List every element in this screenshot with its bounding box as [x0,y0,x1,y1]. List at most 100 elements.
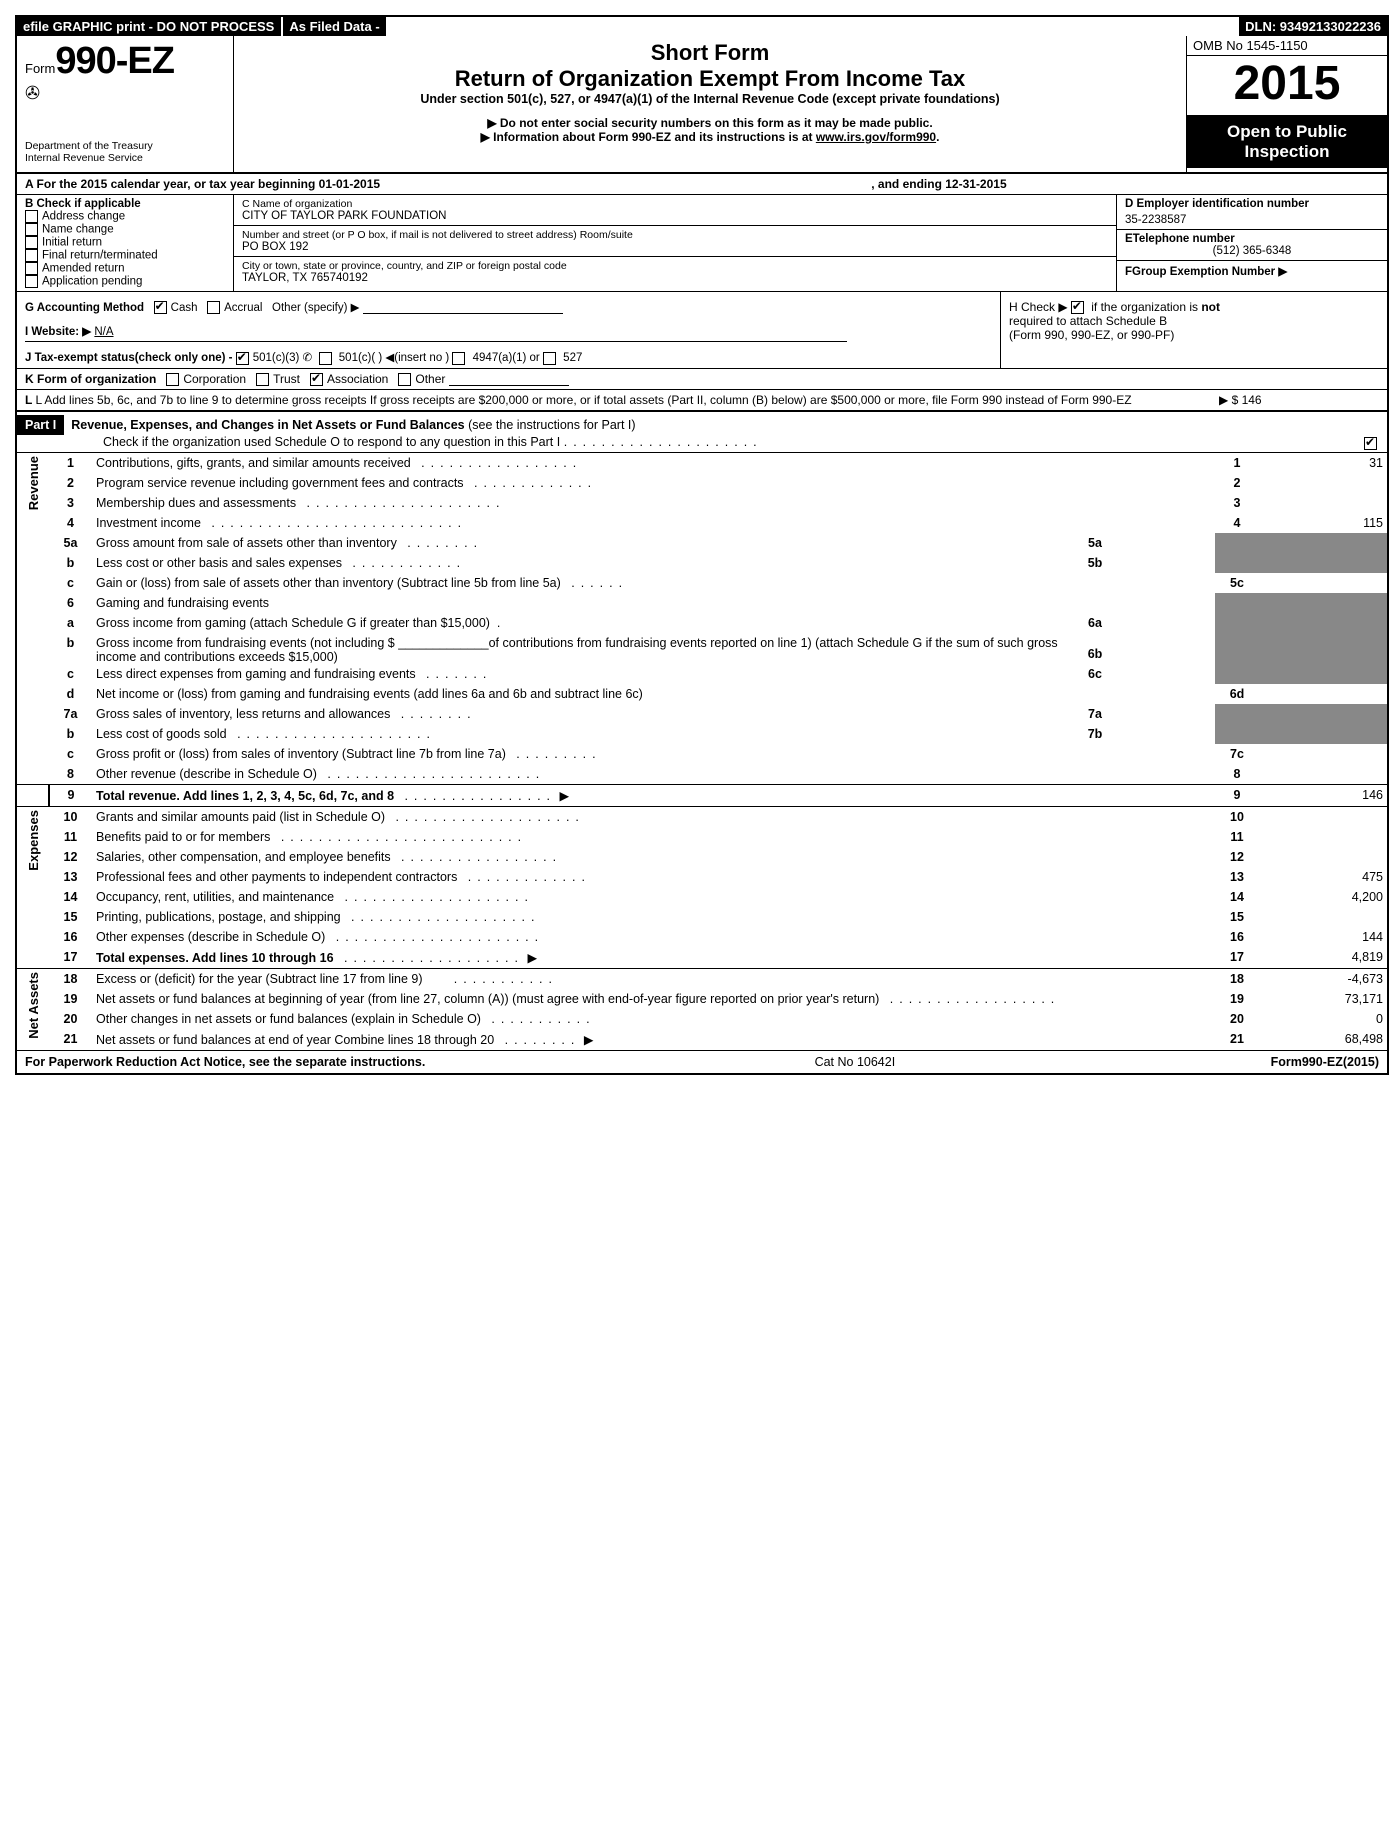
city-state-zip: TAYLOR, TX 765740192 [242,272,1108,284]
lines-table: Revenue 1 Contributions, gifts, grants, … [17,453,1387,1050]
j-label: J Tax-exempt status(check only one) - [25,352,232,364]
website: N/A [94,326,113,338]
form-footer: Form990-EZ(2015) [1073,1055,1379,1069]
line-h: H Check ▶ if the organization is not req… [1000,292,1387,368]
title-short-form: Short Form [242,40,1178,66]
section-bcd: B Check if applicable Address change Nam… [17,195,1387,292]
tax-year: 2015 [1187,56,1387,116]
b-address-change: Address change [25,210,225,223]
checkbox-final[interactable] [25,249,38,262]
checkbox-assoc[interactable] [310,373,323,386]
b-name-change: Name change [25,223,225,236]
k-label: K Form of organization [25,372,156,386]
ein: 35-2238587 [1125,210,1379,226]
as-filed: As Filed Data - [281,17,387,36]
left-ghij: G Accounting Method Cash Accrual Other (… [17,292,1000,368]
checkbox-address[interactable] [25,210,38,223]
i-label: I Website: ▶ [25,326,91,338]
paperwork-notice: For Paperwork Reduction Act Notice, see … [25,1055,636,1069]
side-netassets: Net Assets [17,969,49,1051]
b-initial: Initial return [25,236,225,249]
ein-block: D Employer identification number 35-2238… [1117,195,1387,230]
phone-block: ETelephone number (512) 365-6348 [1117,230,1387,261]
header-left: Form990-EZ ✇ Department of the Treasury … [17,36,234,172]
line-g: G Accounting Method Cash Accrual Other (… [25,300,992,314]
label-group-exemption: FGroup Exemption Number ▶ [1125,266,1287,278]
checkbox-h[interactable] [1071,301,1084,314]
row-ghij: G Accounting Method Cash Accrual Other (… [17,292,1387,369]
side-revenue: Revenue [17,453,49,785]
line-l: L L Add lines 5b, 6c, and 7b to line 9 t… [17,390,1387,412]
form-number: Form990-EZ [25,40,225,83]
form-990ez: efile GRAPHIC print - DO NOT PROCESS As … [15,15,1389,1075]
section-b: B Check if applicable Address change Nam… [17,195,234,291]
part-i-check-text: Check if the organization used Schedule … [17,435,560,449]
header-mid: Short Form Return of Organization Exempt… [234,36,1186,172]
tax-year-end: , and ending 12-31-2015 [871,177,1379,191]
checkbox-corp[interactable] [166,373,179,386]
checkbox-other[interactable] [398,373,411,386]
row-1-desc: Contributions, gifts, grants, and simila… [92,453,1215,473]
checkbox-4947[interactable] [452,352,465,365]
checkbox-501c3[interactable] [236,352,249,365]
l-text: L Add lines 5b, 6c, and 7b to line 9 to … [35,393,1131,407]
checkbox-amended[interactable] [25,262,38,275]
header: Form990-EZ ✇ Department of the Treasury … [17,36,1387,174]
g-other: Other (specify) ▶ [272,302,359,314]
part-i-inst: (see the instructions for Part I) [468,418,635,432]
checkbox-501c[interactable] [319,352,332,365]
org-name-block: C Name of organization CITY OF TAYLOR PA… [234,195,1116,226]
org-name: CITY OF TAYLOR PARK FOUNDATION [242,210,1108,222]
row-1-val: 31 [1259,453,1387,473]
b-amended: Amended return [25,262,225,275]
row-1-num: 1 [49,453,92,473]
label-phone: ETelephone number [1125,233,1379,245]
g-label: G Accounting Method [25,302,144,314]
b-pending: Application pending [25,275,225,288]
treasury: Department of the Treasury Internal Reve… [25,140,225,164]
dln: DLN: 93492133022236 [1239,17,1387,36]
checkbox-initial[interactable] [25,236,38,249]
info-link-line: ▶ Information about Form 990-EZ and its … [242,130,1178,144]
line-a: A For the 2015 calendar year, or tax yea… [17,174,1387,195]
part-i-header: Part I Revenue, Expenses, and Changes in… [17,412,1387,453]
b-final: Final return/terminated [25,249,225,262]
irs: Internal Revenue Service [25,152,225,164]
form-num-big: 990-EZ [55,40,174,82]
irs-link[interactable]: www.irs.gov/form990 [816,130,936,144]
line-j: J Tax-exempt status(check only one) - 50… [25,350,992,364]
part-i-label: Part I [17,415,64,435]
efile-notice: efile GRAPHIC print - DO NOT PROCESS [17,17,281,36]
form-prefix: Form [25,61,55,76]
header-right: OMB No 1545-1150 2015 Open to Public Ins… [1186,36,1387,172]
label-street: Number and street (or P O box, if mail i… [242,229,1108,241]
top-bar: efile GRAPHIC print - DO NOT PROCESS As … [17,17,1387,36]
phone: (512) 365-6348 [1125,245,1379,257]
open-inspection: Open to Public Inspection [1187,116,1387,168]
subtitle: Under section 501(c), 527, or 4947(a)(1)… [242,92,1178,106]
label-ein: D Employer identification number [1125,198,1379,210]
checkbox-trust[interactable] [256,373,269,386]
row-1-box: 1 [1215,453,1259,473]
checkbox-sched-o[interactable] [1364,437,1377,450]
group-exemption: FGroup Exemption Number ▶ [1117,261,1387,281]
title-return: Return of Organization Exempt From Incom… [242,66,1178,92]
info-prefix: ▶ Information about Form 990-EZ and its … [481,130,816,144]
l-amount: ▶ $ 146 [1209,393,1379,407]
checkbox-cash[interactable] [154,301,167,314]
side-expenses: Expenses [17,807,49,969]
checkbox-527[interactable] [543,352,556,365]
info-suffix: . [936,130,939,144]
b-title: B Check if applicable [25,198,225,210]
checkbox-name[interactable] [25,223,38,236]
ssn-warning: ▶ Do not enter social security numbers o… [242,116,1178,130]
line-i: I Website: ▶ N/A [25,324,847,342]
part-i-title: Revenue, Expenses, and Changes in Net As… [71,418,464,432]
omb-number: OMB No 1545-1150 [1187,36,1387,56]
checkbox-pending[interactable] [25,275,38,288]
checkbox-accrual[interactable] [207,301,220,314]
section-c: C Name of organization CITY OF TAYLOR PA… [234,195,1117,291]
section-def: D Employer identification number 35-2238… [1117,195,1387,291]
city-block: City or town, state or province, country… [234,257,1116,287]
dept-treasury: Department of the Treasury [25,140,225,152]
